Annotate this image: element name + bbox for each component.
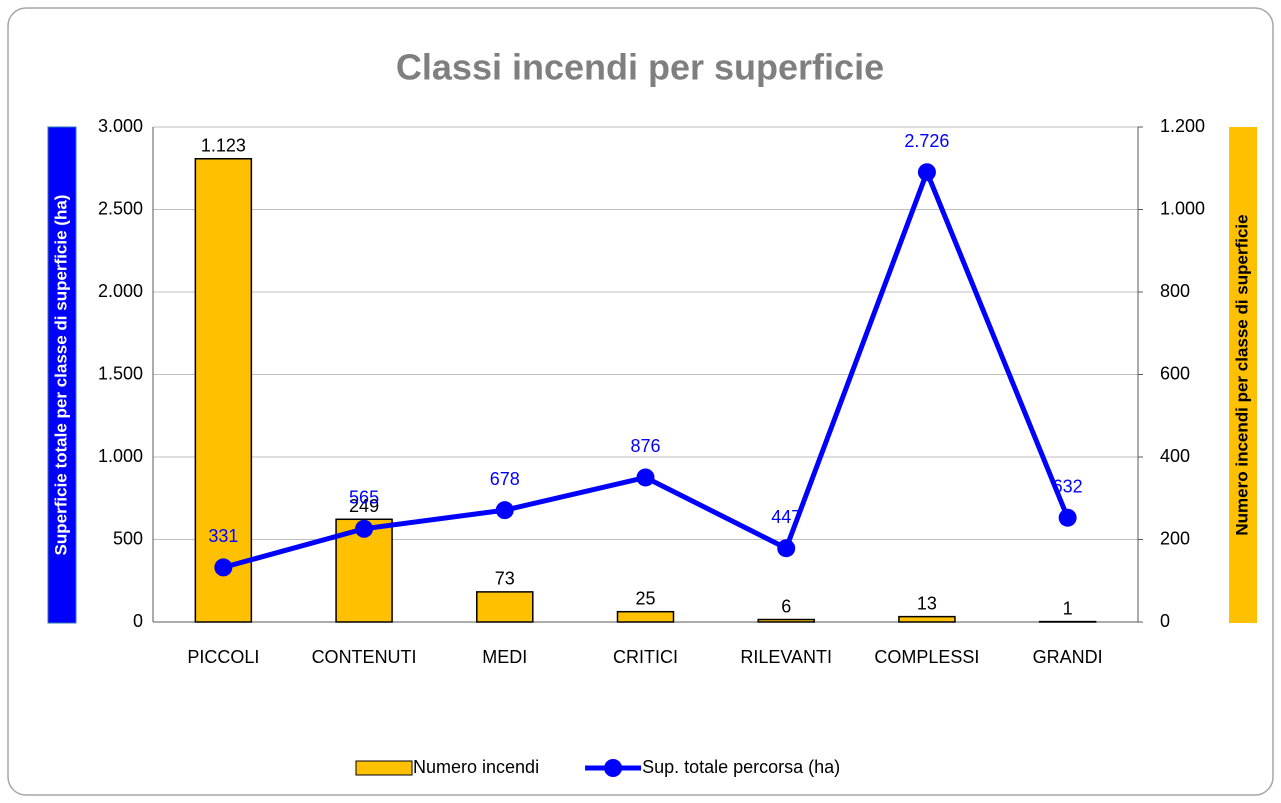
legend-label: Numero incendi bbox=[413, 757, 539, 777]
y-axis-label: Superficie totale per classe di superfic… bbox=[51, 195, 70, 556]
line-point bbox=[636, 468, 655, 487]
bar bbox=[898, 615, 956, 623]
line-point bbox=[1058, 508, 1077, 527]
y-tick-label: 2.000 bbox=[98, 281, 143, 301]
x-tick-label: MEDI bbox=[482, 647, 527, 667]
line-label: 2.726 bbox=[904, 131, 949, 151]
line-point bbox=[214, 558, 233, 577]
y2-tick-label: 1.000 bbox=[1160, 198, 1205, 218]
y2-tick-label: 400 bbox=[1160, 446, 1190, 466]
line-label: 331 bbox=[208, 526, 238, 546]
x-tick-label: RILEVANTI bbox=[740, 647, 832, 667]
bar bbox=[476, 591, 534, 623]
y-label-box bbox=[47, 126, 77, 624]
x-tick-label: COMPLESSI bbox=[874, 647, 979, 667]
line-point bbox=[355, 519, 374, 538]
x-tick-label: PICCOLI bbox=[187, 647, 259, 667]
x-tick-label: CRITICI bbox=[613, 647, 678, 667]
y-tick-label: 1.000 bbox=[98, 446, 143, 466]
legend-swatch bbox=[355, 760, 413, 776]
y2-tick-label: 1.200 bbox=[1160, 116, 1205, 136]
line-point bbox=[917, 163, 936, 182]
y-tick-label: 3.000 bbox=[98, 116, 143, 136]
y-tick-label: 0 bbox=[133, 611, 143, 631]
y2-axis-label: Numero incendi per classe di superficie bbox=[1232, 214, 1251, 535]
bar-label: 249 bbox=[349, 496, 379, 516]
legend-label: Sup. totale percorsa (ha) bbox=[642, 757, 840, 777]
y2-tick-label: 200 bbox=[1160, 528, 1190, 548]
chart-frame bbox=[7, 7, 1274, 796]
x-tick-label: CONTENUTI bbox=[312, 647, 417, 667]
bar bbox=[194, 158, 253, 623]
bar-label: 1.123 bbox=[201, 136, 246, 156]
y2-tick-label: 0 bbox=[1160, 611, 1170, 631]
line-label: 447 bbox=[771, 507, 801, 527]
line-label: 678 bbox=[490, 469, 520, 489]
y2-tick-label: 800 bbox=[1160, 281, 1190, 301]
bar-label: 1 bbox=[1063, 598, 1073, 618]
y2-label-box bbox=[1229, 127, 1257, 623]
y2-tick-label: 600 bbox=[1160, 363, 1190, 383]
y-tick-label: 500 bbox=[113, 528, 143, 548]
y-tick-label: 2.500 bbox=[98, 198, 143, 218]
x-tick-label: GRANDI bbox=[1033, 647, 1103, 667]
bar-label: 73 bbox=[495, 569, 515, 589]
line-point bbox=[777, 539, 796, 558]
bar-label: 13 bbox=[917, 593, 937, 613]
line-point bbox=[495, 501, 514, 520]
line-label: 632 bbox=[1053, 476, 1083, 496]
y-tick-label: 1.500 bbox=[98, 363, 143, 383]
chart-title: Classi incendi per superficie bbox=[396, 47, 884, 88]
bar bbox=[757, 618, 815, 623]
bar-label: 6 bbox=[781, 596, 791, 616]
legend-marker bbox=[604, 759, 623, 777]
bar bbox=[616, 610, 675, 623]
bar-label: 25 bbox=[635, 588, 655, 608]
line-label: 565 bbox=[349, 488, 379, 508]
line-label: 876 bbox=[630, 436, 660, 456]
